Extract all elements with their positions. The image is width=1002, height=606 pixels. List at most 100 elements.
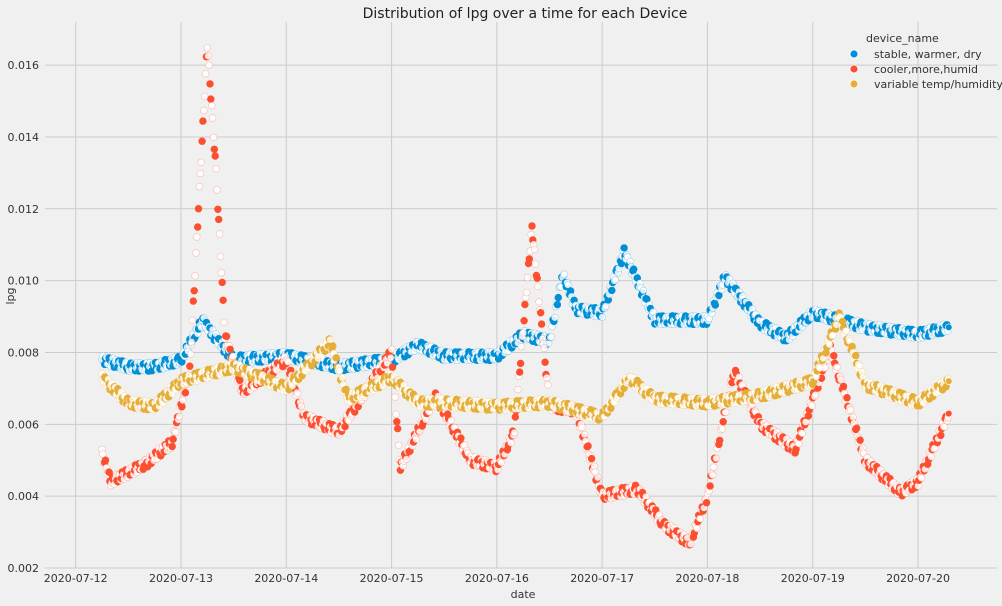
data-point	[530, 245, 539, 254]
data-point	[294, 389, 302, 397]
y-tick-label: 0.014	[8, 131, 40, 144]
gridlines	[45, 22, 997, 569]
data-point	[329, 342, 337, 350]
data-point	[722, 408, 730, 417]
data-point	[611, 276, 619, 284]
data-point	[169, 435, 177, 443]
data-point	[215, 230, 224, 238]
data-point	[564, 281, 572, 289]
data-point	[591, 468, 599, 476]
data-point	[587, 454, 596, 463]
data-point	[387, 354, 395, 362]
data-point	[687, 540, 695, 548]
data-point	[629, 265, 638, 273]
data-point	[554, 293, 562, 302]
data-point	[200, 106, 208, 115]
data-point	[220, 318, 228, 327]
data-point	[543, 373, 551, 382]
data-point	[336, 367, 344, 375]
data-point	[188, 316, 197, 324]
data-point	[101, 456, 110, 464]
data-point	[393, 418, 401, 426]
data-point	[191, 272, 199, 280]
data-point	[719, 418, 727, 426]
series-0	[98, 244, 953, 375]
data-point	[536, 309, 545, 317]
data-point	[178, 403, 186, 411]
data-point	[825, 340, 834, 349]
data-point	[547, 333, 555, 341]
data-point	[617, 259, 626, 268]
legend-label: stable, warmer, dry	[874, 48, 982, 61]
x-axis-label: date	[511, 588, 536, 601]
data-point	[447, 416, 455, 425]
data-point	[99, 450, 107, 458]
data-point	[693, 524, 701, 533]
data-point	[856, 436, 864, 444]
data-point	[190, 287, 198, 295]
data-point	[387, 345, 396, 353]
data-point	[940, 423, 949, 431]
data-point	[201, 92, 209, 101]
data-point	[422, 415, 430, 424]
data-point	[525, 255, 533, 263]
data-point	[578, 423, 586, 432]
data-point	[522, 288, 531, 297]
data-point	[193, 233, 201, 241]
data-point	[798, 429, 806, 438]
data-point	[195, 182, 204, 191]
data-point	[830, 352, 838, 360]
data-point	[696, 514, 705, 523]
data-point	[214, 205, 222, 214]
data-point	[794, 440, 803, 448]
data-point	[222, 332, 231, 341]
data-point	[388, 363, 397, 371]
data-point	[560, 270, 569, 278]
data-point	[735, 373, 743, 381]
data-point	[709, 463, 718, 471]
data-point	[412, 435, 420, 444]
data-point	[392, 410, 400, 418]
y-tick-label: 0.002	[8, 562, 40, 575]
data-point	[846, 406, 855, 414]
data-point	[738, 380, 747, 389]
data-point	[402, 455, 411, 463]
data-point	[544, 381, 552, 389]
legend-marker	[849, 79, 859, 89]
data-point	[706, 482, 714, 490]
data-point	[394, 424, 402, 433]
legend-label: variable temp/humidity	[874, 78, 1002, 91]
data-point	[517, 343, 526, 351]
data-point	[534, 282, 542, 291]
data-point	[338, 374, 347, 382]
chart-title: Distribution of lpg over a time for each…	[363, 6, 688, 22]
data-point	[218, 278, 226, 287]
data-point	[945, 377, 953, 385]
y-tick-label: 0.016	[8, 59, 40, 72]
legend-marker	[849, 49, 859, 59]
data-point	[837, 376, 845, 384]
data-point	[708, 471, 717, 479]
data-point	[201, 69, 210, 78]
data-point	[816, 364, 824, 372]
data-point	[535, 298, 543, 306]
x-tick-label: 2020-07-18	[675, 572, 739, 585]
data-point	[718, 425, 727, 433]
y-tick-label: 0.004	[8, 490, 40, 503]
data-point	[204, 52, 212, 60]
data-point	[186, 362, 194, 370]
data-point	[839, 382, 848, 391]
data-point	[808, 402, 816, 410]
legend-title: device_name	[866, 32, 939, 45]
data-point	[394, 441, 403, 449]
data-point	[515, 368, 524, 376]
data-point	[523, 273, 532, 282]
data-point	[391, 393, 399, 401]
data-point	[639, 286, 648, 295]
data-point	[584, 442, 592, 450]
data-point	[203, 44, 212, 52]
data-point	[715, 436, 724, 445]
data-point	[172, 428, 180, 436]
data-point	[829, 331, 837, 339]
data-point	[945, 409, 953, 418]
